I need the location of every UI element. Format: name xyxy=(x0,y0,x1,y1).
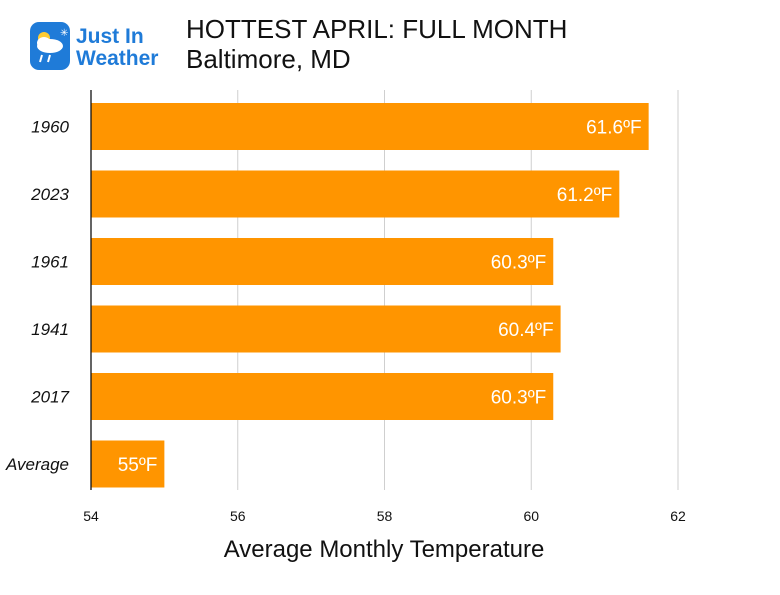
category-label: 1941 xyxy=(31,320,69,339)
x-tick-label: 56 xyxy=(230,508,246,524)
bar-data-label: 60.3ºF xyxy=(491,388,547,409)
logo-line-1: Just In xyxy=(76,25,144,48)
category-label: 1960 xyxy=(31,118,69,137)
bar xyxy=(91,238,554,285)
bar xyxy=(91,373,554,420)
x-axis-title: Average Monthly Temperature xyxy=(224,536,545,563)
logo-wordmark: Just In Weather xyxy=(76,26,158,70)
bar-data-label: 61.6ºF xyxy=(586,118,642,139)
bar-data-label: 60.3ºF xyxy=(491,253,547,274)
x-tick-label: 60 xyxy=(523,508,539,524)
x-tick-label: 62 xyxy=(670,508,686,524)
x-tick-label: 54 xyxy=(83,508,99,524)
category-label: 2017 xyxy=(30,388,69,407)
bar xyxy=(91,440,165,488)
just-in-weather-logo: ✳ Just In Weather xyxy=(30,22,180,74)
category-label: Average xyxy=(5,455,69,474)
bar xyxy=(91,170,620,218)
category-label: 1961 xyxy=(31,253,69,272)
bar-data-label: 61.2ºF xyxy=(557,185,613,206)
chart-title: HOTTEST APRIL: FULL MONTH xyxy=(186,14,568,44)
category-label: 2023 xyxy=(30,185,69,204)
bar-data-label: 60.4ºF xyxy=(498,320,554,341)
bar xyxy=(91,305,561,353)
bar xyxy=(91,103,649,150)
bar-data-label: 55ºF xyxy=(118,455,158,476)
weather-cloud-icon: ✳ xyxy=(30,22,70,70)
svg-text:✳: ✳ xyxy=(60,28,68,39)
logo-line-2: Weather xyxy=(76,47,159,70)
chart-subtitle: Baltimore, MD xyxy=(186,44,351,74)
chart-title-block: HOTTEST APRIL: FULL MONTH Baltimore, MD xyxy=(186,14,567,74)
x-tick-label: 58 xyxy=(377,508,393,524)
